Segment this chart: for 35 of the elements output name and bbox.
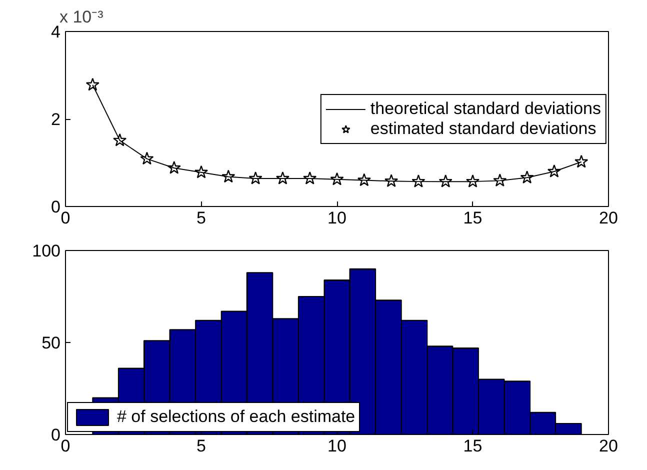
x-tick-label: 20 xyxy=(599,436,618,456)
x-tick-label: 10 xyxy=(328,436,346,456)
point xyxy=(86,78,100,91)
y-tick-label: 2 xyxy=(51,110,61,129)
point xyxy=(466,174,480,188)
point xyxy=(438,174,452,188)
point xyxy=(520,170,534,184)
point xyxy=(303,171,317,184)
point xyxy=(412,174,426,188)
point xyxy=(547,164,561,178)
point xyxy=(574,154,588,168)
x-tick-label: 10 xyxy=(328,208,346,228)
x-tick-label: 15 xyxy=(463,208,482,228)
x-tick-label: 5 xyxy=(196,208,206,228)
point xyxy=(140,152,154,165)
point xyxy=(167,160,181,174)
text: x 10⁻³ xyxy=(60,8,104,26)
x-tick-label: 15 xyxy=(463,436,482,456)
point xyxy=(222,170,236,183)
y-tick-label: 100 xyxy=(32,242,61,260)
point xyxy=(194,165,208,178)
legend-label: estimated standard deviations xyxy=(370,118,596,138)
point xyxy=(248,171,262,184)
legend-label: # of selections of each estimate xyxy=(117,407,356,427)
point xyxy=(493,174,507,187)
point xyxy=(276,171,290,184)
point xyxy=(357,173,371,186)
point xyxy=(113,133,127,146)
legend-label: theoretical standard deviations xyxy=(370,98,601,118)
x-tick-label: 20 xyxy=(599,208,618,228)
point xyxy=(384,174,398,187)
point xyxy=(330,172,344,186)
x-tick-label: 5 xyxy=(196,436,206,456)
y-tick-label: 50 xyxy=(42,334,61,352)
y-tick-label: 4 xyxy=(51,22,61,42)
